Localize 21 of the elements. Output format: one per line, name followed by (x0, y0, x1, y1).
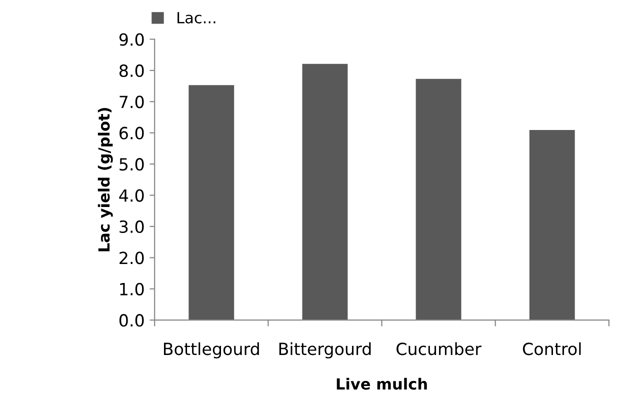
bar (188, 85, 234, 320)
x-tick-label: Cucumber (396, 342, 482, 356)
y-tick-label: 2.0 (120, 252, 144, 264)
y-tick-label: 9.0 (119, 33, 144, 46)
y-tick-label: 1.0 (120, 282, 144, 296)
bar (529, 130, 575, 320)
y-tick-label: 0.0 (119, 314, 144, 327)
y-tick-label: 7.0 (120, 96, 144, 108)
legend-label: Lac... (178, 12, 216, 24)
y-tick-label: 4.0 (119, 189, 144, 202)
x-tick-label: Bottlegourd (164, 342, 259, 358)
y-tick-label: 5.0 (120, 158, 144, 171)
x-axis-title: Live mulch (336, 378, 427, 390)
y-tick-label: 6.0 (120, 126, 144, 140)
y-axis-title: Lac yield (g/plot) (98, 108, 113, 252)
y-tick-label: 8.0 (120, 64, 144, 78)
bar (416, 78, 462, 320)
bar (302, 64, 348, 320)
y-tick-label: 3.0 (120, 220, 144, 234)
x-tick-label: Control (522, 342, 581, 356)
x-tick-label: Bittergourd (279, 342, 371, 358)
